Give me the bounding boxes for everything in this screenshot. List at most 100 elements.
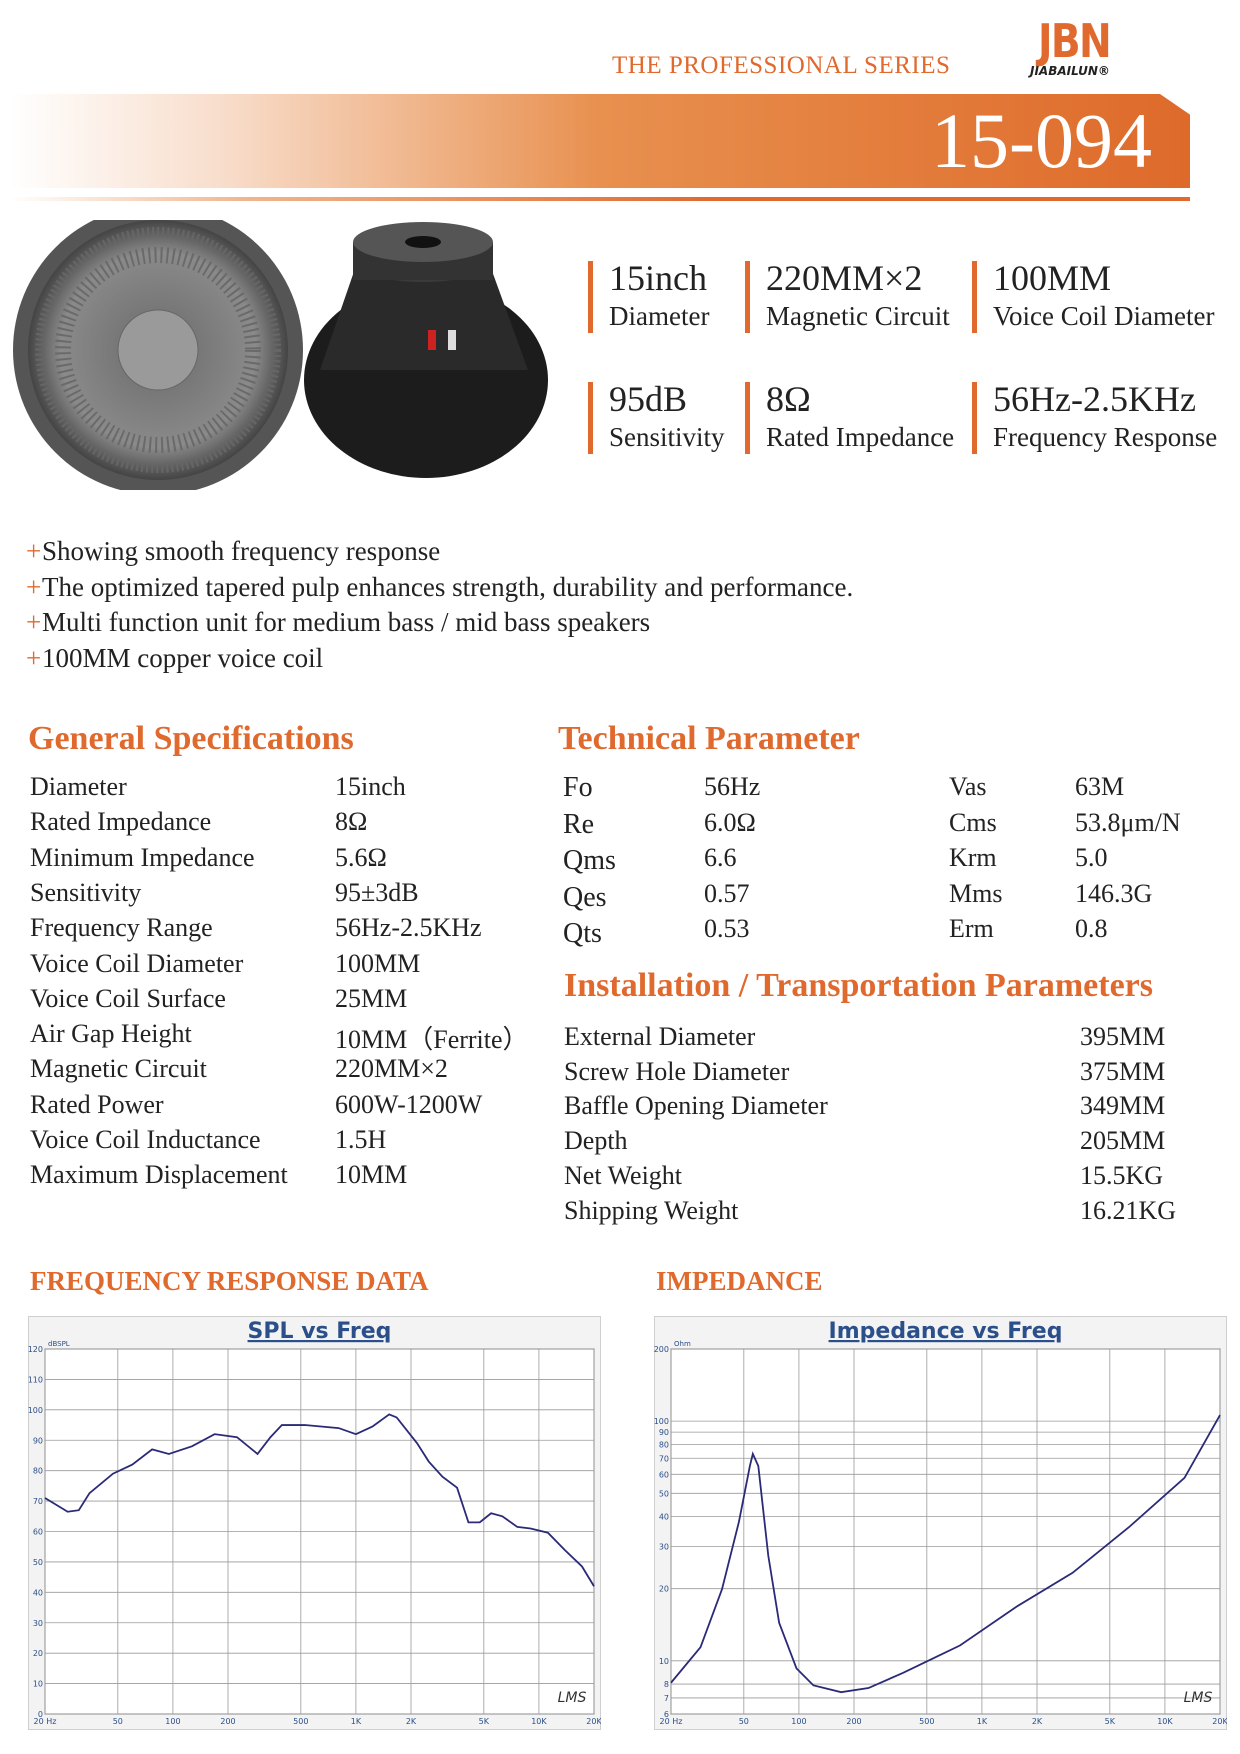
param-name: Fo bbox=[563, 772, 593, 803]
tile-label: Rated Impedance bbox=[766, 422, 955, 452]
terminal bbox=[428, 330, 436, 350]
y-tick-label: 7 bbox=[664, 1694, 669, 1703]
x-tick-label: 20 Hz bbox=[660, 1717, 683, 1726]
spec-name: Sensitivity bbox=[30, 877, 142, 907]
section-title: Technical Parameter bbox=[558, 720, 860, 757]
spec-value: 10MM（Ferrite） bbox=[335, 1025, 529, 1055]
install-value: 205MM bbox=[1080, 1126, 1166, 1156]
spec-value: 100MM bbox=[335, 948, 421, 978]
y-tick-label: 50 bbox=[33, 1558, 43, 1567]
header-band bbox=[10, 94, 1190, 188]
y-tick-label: 80 bbox=[33, 1467, 43, 1476]
x-tick-label: 100 bbox=[165, 1717, 180, 1726]
y-tick-label: 90 bbox=[659, 1428, 669, 1437]
chart: SPL vs Freq dBSPL 0 10 20 30 40 50 60 70 80 90 100 11… bbox=[28, 1316, 601, 1730]
x-tick-label: 2K bbox=[1032, 1717, 1043, 1726]
spec-value: 95±3dB bbox=[335, 877, 419, 907]
y-tick-label: 60 bbox=[33, 1528, 43, 1537]
y-tick-label: 0 bbox=[38, 1710, 43, 1719]
data-line bbox=[44, 1413, 595, 1587]
y-tick-label: 100 bbox=[654, 1417, 669, 1426]
install-value: 349MM bbox=[1080, 1091, 1166, 1121]
vent bbox=[405, 236, 441, 248]
param-name: Re bbox=[563, 808, 595, 840]
x-tick-label: 1K bbox=[351, 1717, 362, 1726]
data-line bbox=[670, 1414, 1221, 1694]
install-name: External Diameter bbox=[564, 1022, 756, 1051]
x-tick-label: 500 bbox=[293, 1717, 308, 1726]
tile-value: 100MM bbox=[993, 258, 1112, 298]
chart-title: Impedance vs Freq bbox=[829, 1319, 1063, 1344]
param-value: 6.0Ω bbox=[704, 807, 756, 837]
plot-area bbox=[670, 1348, 1221, 1715]
spec-value: 25MM bbox=[335, 983, 408, 1013]
param-value: 56Hz bbox=[704, 772, 761, 801]
spec-name: Voice Coil Inductance bbox=[30, 1125, 261, 1154]
spec-value: 220MM×2 bbox=[335, 1054, 448, 1084]
x-tick-label: 20K bbox=[586, 1717, 601, 1726]
chart-title: SPL vs Freq bbox=[248, 1319, 392, 1344]
section-title: Installation / Transportation Parameters bbox=[564, 967, 1153, 1004]
y-tick-label: 20 bbox=[33, 1649, 43, 1658]
install-value: 395MM bbox=[1080, 1022, 1166, 1051]
spec-value: 600W-1200W bbox=[335, 1089, 483, 1119]
tile-bar bbox=[972, 382, 977, 454]
param-value: 0.53 bbox=[704, 914, 750, 943]
tile-bar bbox=[588, 382, 593, 454]
tile-label: Sensitivity bbox=[609, 422, 725, 452]
param-name: Krm bbox=[949, 843, 997, 872]
install-value: 16.21KG bbox=[1080, 1195, 1177, 1225]
brand-logo: JBN bbox=[1038, 14, 1112, 68]
model-number: 15-094 bbox=[931, 97, 1152, 184]
spec-name: Voice Coil Surface bbox=[30, 983, 226, 1013]
spec-value: 5.6Ω bbox=[335, 842, 387, 872]
tile-value: 220MM×2 bbox=[766, 258, 923, 298]
series-label: THE PROFESSIONAL SERIES bbox=[612, 52, 951, 79]
param-name: Cms bbox=[949, 807, 997, 837]
tile-label: Diameter bbox=[609, 301, 710, 331]
feature: Showing smooth frequency response bbox=[42, 536, 441, 566]
watermark: LMS bbox=[1184, 1690, 1213, 1706]
y-tick-label: 40 bbox=[659, 1513, 669, 1522]
y-tick-label: 50 bbox=[659, 1489, 669, 1498]
section-title: General Specifications bbox=[28, 720, 354, 757]
bullet: + bbox=[26, 607, 42, 637]
param-value: 146.3G bbox=[1075, 878, 1153, 908]
bullet: + bbox=[26, 642, 42, 673]
bullet: + bbox=[26, 571, 42, 602]
param-value: 63M bbox=[1075, 772, 1125, 801]
y-tick-label: 8 bbox=[664, 1680, 669, 1689]
y-axis-label: dBSPL bbox=[48, 1340, 70, 1348]
y-tick-label: 40 bbox=[33, 1588, 43, 1597]
param-name: Vas bbox=[949, 772, 987, 801]
install-name: Net Weight bbox=[564, 1160, 683, 1190]
install-name: Baffle Opening Diameter bbox=[564, 1091, 828, 1121]
param-value: 0.8 bbox=[1075, 914, 1108, 943]
tile-value: 56Hz-2.5KHz bbox=[993, 379, 1196, 419]
x-tick-label: 5K bbox=[1105, 1717, 1116, 1726]
param-name: Qts bbox=[563, 918, 602, 949]
y-tick-label: 6 bbox=[664, 1710, 669, 1719]
y-axis-label: Ohm bbox=[674, 1340, 691, 1348]
spec-value: 56Hz-2.5KHz bbox=[335, 913, 482, 943]
bullet: + bbox=[26, 536, 42, 566]
x-tick-label: 50 bbox=[113, 1717, 123, 1726]
y-tick-label: 80 bbox=[659, 1440, 669, 1449]
x-tick-label: 10K bbox=[531, 1717, 547, 1726]
spec-value: 10MM bbox=[335, 1160, 408, 1190]
param-name: Qes bbox=[563, 881, 607, 913]
feature: 100MM copper voice coil bbox=[42, 642, 324, 673]
param-value: 0.57 bbox=[704, 878, 750, 908]
tile-bar bbox=[745, 261, 750, 333]
feature: The optimized tapered pulp enhances stre… bbox=[42, 571, 854, 602]
param-name: Qms bbox=[563, 845, 616, 876]
y-tick-label: 110 bbox=[28, 1375, 43, 1384]
param-name: Erm bbox=[949, 914, 994, 943]
tile-value: 8Ω bbox=[766, 379, 811, 419]
spec-name: Frequency Range bbox=[30, 913, 213, 943]
x-tick-label: 5K bbox=[479, 1717, 490, 1726]
spec-value: 8Ω bbox=[335, 807, 368, 837]
dust-cap bbox=[117, 309, 199, 391]
header-rule bbox=[10, 197, 1190, 201]
